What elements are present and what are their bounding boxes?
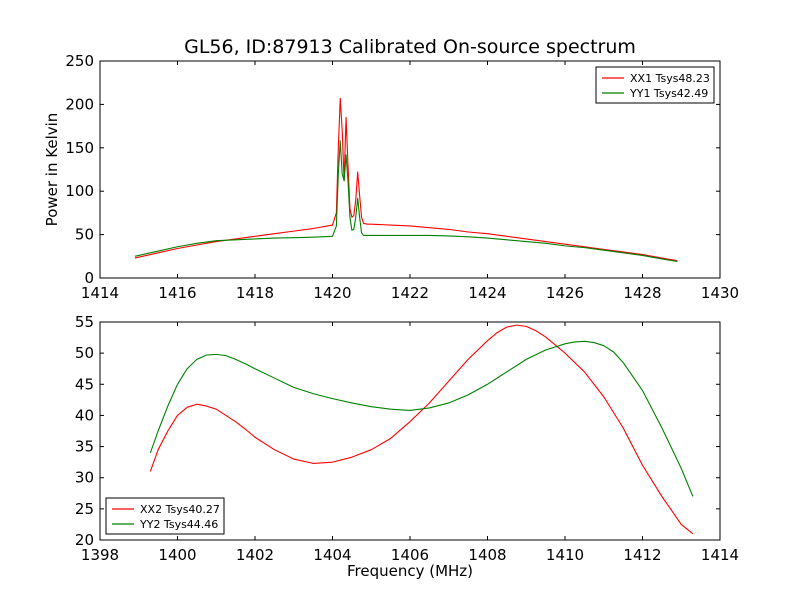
x-tick-label: 1408 (468, 546, 506, 564)
legend-box (105, 497, 225, 535)
y-tick-label: 150 (65, 139, 94, 157)
x-tick-label: 1400 (158, 546, 196, 564)
figure-title: GL56, ID:87913 Calibrated On-source spec… (184, 36, 636, 58)
y-tick-label: 200 (65, 95, 94, 113)
y-tick-label: 30 (75, 469, 94, 487)
x-tick-label: 1402 (236, 546, 274, 564)
y-tick-label: 40 (75, 406, 94, 424)
y-tick-label: 35 (75, 438, 94, 456)
x-tick-label: 1430 (701, 284, 739, 302)
x-axis-label: Frequency (MHz) (347, 562, 473, 580)
x-tick-label: 1410 (546, 546, 584, 564)
y-tick-label: 0 (84, 269, 94, 287)
x-tick-label: 1426 (546, 284, 584, 302)
y-tick-label: 25 (75, 500, 94, 518)
x-tick-label: 1398 (81, 546, 119, 564)
x-tick-label: 1406 (391, 546, 429, 564)
y-axis-label: Power in Kelvin (43, 113, 61, 227)
legend: XX1 Tsys48.23 YY1 Tsys42.49 (595, 66, 715, 104)
legend-entry: YY1 Tsys42.49 (629, 87, 708, 100)
x-tick-label: 1422 (391, 284, 429, 302)
y-tick-label: 20 (75, 531, 94, 549)
x-tick-label: 1416 (158, 284, 196, 302)
x-tick-label: 1412 (623, 546, 661, 564)
legend: XX2 Tsys40.27 YY2 Tsys44.46 (105, 497, 225, 535)
x-tick-label: 1404 (313, 546, 351, 564)
series-line-1-1 (134, 97, 678, 262)
x-tick-label: 1418 (236, 284, 274, 302)
series-line-2-2 (149, 340, 694, 497)
series-line-2-1 (149, 324, 694, 535)
y-tick-label: 45 (75, 375, 94, 393)
legend-entry: YY2 Tsys44.46 (139, 518, 218, 531)
x-tick-label: 1428 (623, 284, 661, 302)
x-tick-label: 1420 (313, 284, 351, 302)
top-spectrum-panel: 1414 1416 1418 1420 1422 1424 1426 1428 1430 0 50 1… (43, 52, 739, 302)
legend-entry: XX1 Tsys48.23 (630, 72, 710, 85)
bottom-spectrum-panel: 1398 1400 1402 1404 1406 1408 1410 1412 1414 20 25… (75, 313, 739, 580)
series-line-1-2 (134, 140, 678, 263)
legend-box (595, 66, 715, 104)
legend-entry: XX2 Tsys40.27 (140, 503, 220, 516)
x-tick-label: 1414 (701, 546, 739, 564)
y-tick-label: 250 (65, 52, 94, 70)
x-tick-label: 1424 (468, 284, 506, 302)
y-tick-label: 100 (65, 182, 94, 200)
y-tick-label: 50 (75, 344, 94, 362)
y-tick-label: 55 (75, 313, 94, 331)
y-tick-label: 50 (75, 226, 94, 244)
x-tick-label: 1414 (81, 284, 119, 302)
